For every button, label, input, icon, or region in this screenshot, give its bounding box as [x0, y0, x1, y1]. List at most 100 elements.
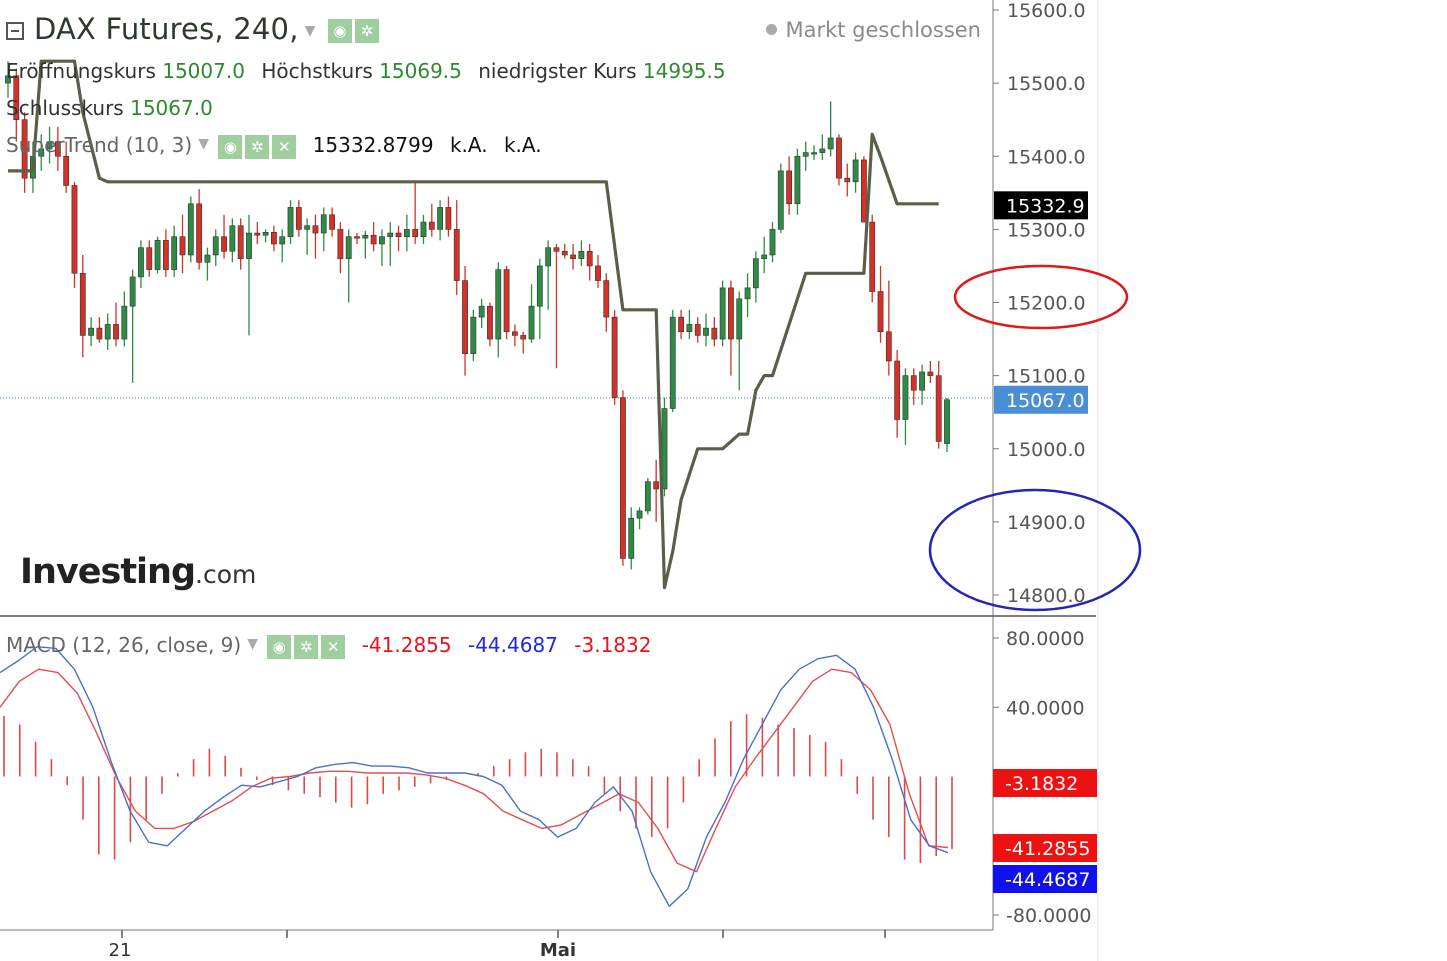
candle: [561, 244, 568, 259]
candle: [379, 229, 385, 266]
chevron-down-icon[interactable]: ▼: [304, 23, 316, 39]
candle: [420, 214, 427, 244]
candle: [271, 225, 277, 252]
close-icon[interactable]: ✕: [272, 134, 297, 159]
candle-body: [146, 247, 153, 270]
gear-icon[interactable]: ✲: [294, 634, 319, 659]
candle-body: [362, 234, 369, 239]
interval-label: 240: [233, 12, 290, 46]
candle-body: [595, 265, 601, 281]
candle-body: [761, 254, 768, 259]
candle: [761, 236, 768, 274]
macd-value-text: -3.1832: [1005, 773, 1078, 795]
collapse-icon[interactable]: [6, 22, 24, 40]
candle-body: [329, 214, 335, 230]
candle: [387, 222, 394, 266]
candle-body: [520, 335, 527, 340]
candle: [620, 390, 626, 566]
price-label-box: [994, 385, 1088, 414]
candle: [495, 262, 502, 358]
candle-body: [794, 155, 801, 205]
candle-body: [345, 236, 352, 259]
chart-title[interactable]: DAX Futures, 240, ▼ ◉ ✲: [6, 12, 380, 46]
chevron-down-icon[interactable]: ▼: [247, 636, 258, 652]
candle-body: [387, 232, 394, 237]
price-axis[interactable]: 15600.0 15500.0 15400.0 15300.0 15200.0 15100…: [993, 0, 1088, 607]
price-label-box: [994, 191, 1088, 220]
candle-body: [711, 327, 718, 340]
macd-axis[interactable]: 80.0000 40.0000 -80.0000 -3.1832 -41.2855 -44…: [993, 628, 1097, 927]
candle: [869, 214, 876, 303]
macd-label[interactable]: MACD (12, 26, close, 9): [6, 633, 242, 657]
candle-body: [694, 324, 701, 336]
macd-value-text: -44.4687: [1005, 869, 1090, 891]
candle-body: [287, 207, 294, 237]
candle: [811, 145, 817, 160]
candle: [138, 240, 144, 288]
macd-main-line: [0, 646, 949, 907]
eye-icon[interactable]: ◉: [267, 634, 292, 659]
candle: [403, 214, 410, 252]
supertrend-label[interactable]: SuperTrend (10, 3): [6, 133, 193, 157]
candle: [894, 350, 901, 438]
candle-body: [719, 287, 726, 340]
candle-body: [254, 232, 261, 236]
chevron-down-icon[interactable]: ▼: [198, 136, 209, 152]
candle: [728, 280, 734, 376]
candle-body: [586, 251, 593, 267]
candle: [719, 280, 726, 347]
candle-body: [877, 291, 884, 333]
candle: [628, 507, 635, 570]
candle: [38, 134, 45, 171]
candle-body: [320, 214, 327, 234]
gear-icon[interactable]: ✲: [245, 134, 270, 159]
macd-value-box: [993, 865, 1097, 893]
candle-body: [162, 240, 169, 270]
candle-body: [79, 272, 86, 336]
candle: [312, 214, 319, 259]
candle-body: [237, 225, 244, 259]
candle-body: [728, 287, 734, 340]
eye-icon[interactable]: ◉: [328, 19, 353, 43]
macd-tick-label: -80.0000: [1006, 905, 1091, 927]
candle-body: [54, 141, 61, 157]
candle-body: [21, 119, 28, 179]
candle: [478, 298, 485, 329]
time-axis[interactable]: 21 Mai: [109, 930, 886, 961]
supertrend-series: [8, 59, 939, 590]
candle: [736, 291, 743, 391]
candle-body: [827, 137, 834, 150]
candle-body: [71, 185, 78, 274]
macd-line-value: -44.4687: [467, 633, 558, 657]
low-value: 14995.5: [642, 59, 726, 83]
candle-body: [703, 327, 709, 336]
supertrend-legend[interactable]: SuperTrend (10, 3) ▼ ◉ ✲ ✕ 15332.8799 k.A. …: [6, 133, 542, 159]
candle: [794, 148, 801, 215]
gear-icon[interactable]: ✲: [355, 19, 380, 43]
candle: [910, 368, 917, 405]
candle: [545, 240, 552, 310]
candle-body: [578, 251, 585, 259]
ohlc-legend: Eröffnungskurs 15007.0 Höchstkurs 15069.…: [6, 59, 726, 83]
eye-icon[interactable]: ◉: [218, 134, 243, 159]
candle-body: [811, 152, 817, 155]
candle-body: [46, 141, 53, 150]
candle-body: [503, 269, 510, 333]
candle-body: [495, 269, 502, 340]
candle: [802, 141, 809, 171]
macd-legend[interactable]: MACD (12, 26, close, 9) ▼ ◉ ✲ ✕ -41.2855 -4…: [6, 633, 651, 659]
close-icon[interactable]: ✕: [321, 634, 346, 659]
candle: [611, 309, 618, 405]
candle-body: [104, 324, 111, 340]
candle: [769, 222, 776, 263]
macd-tick-label: 80.0000: [1006, 628, 1085, 650]
candle: [54, 127, 61, 171]
candle: [511, 324, 518, 347]
candle: [187, 196, 194, 263]
candle-body: [545, 247, 552, 267]
candle-body: [88, 327, 94, 336]
candle: [487, 302, 493, 347]
supertrend-na-2: k.A.: [503, 133, 542, 157]
supertrend-line: [8, 59, 939, 590]
